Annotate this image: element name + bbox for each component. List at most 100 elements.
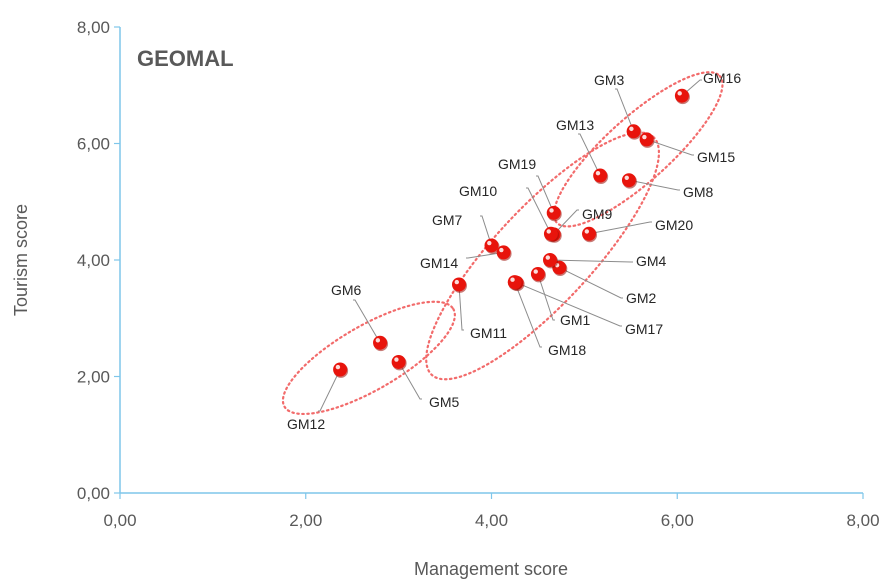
point-label: GM1	[560, 312, 591, 328]
data-point	[593, 168, 609, 184]
chart-title: GEOMAL	[137, 46, 234, 71]
leader-line	[537, 273, 555, 321]
point-label: GM10	[459, 183, 497, 199]
point-labels: GM1 GM2 GM3 GM4 GM5 GM6 GM7 GM8 GM9 GM10 GM11 GM12 G…	[287, 70, 741, 432]
point-marker	[626, 124, 641, 139]
point-highlight	[595, 170, 601, 176]
leader-line	[588, 221, 652, 235]
leader-line	[578, 133, 601, 176]
point-highlight	[545, 255, 551, 260]
data-point	[507, 275, 523, 291]
data-point	[373, 335, 389, 352]
leader-line	[458, 284, 464, 331]
point-marker	[333, 362, 348, 377]
x-tick-label: 2,00	[289, 511, 322, 530]
point-marker	[373, 335, 388, 350]
leader-line	[628, 179, 680, 191]
leader-line	[318, 369, 341, 412]
point-marker	[391, 354, 406, 369]
data-point	[639, 132, 655, 148]
leader-line	[615, 88, 635, 132]
data-point	[621, 173, 637, 189]
data-point	[546, 205, 562, 222]
point-marker	[582, 226, 597, 241]
axes	[114, 26, 864, 499]
x-tick-label: 6,00	[661, 511, 694, 530]
y-axis-title: Tourism score	[11, 204, 31, 316]
point-marker	[674, 88, 689, 103]
point-label: GM2	[626, 290, 657, 306]
point-label: GM4	[636, 253, 667, 269]
point-label: GM16	[703, 70, 741, 86]
cluster-ellipse	[552, 71, 724, 228]
data-point	[451, 277, 467, 293]
point-marker	[593, 168, 608, 183]
point-marker	[621, 173, 636, 188]
point-marker	[546, 205, 561, 220]
point-marker	[496, 245, 511, 260]
point-highlight	[533, 269, 538, 274]
leader-lines	[318, 79, 702, 412]
point-label: GM5	[429, 394, 460, 410]
leader-line	[526, 187, 552, 235]
leader-line	[681, 79, 702, 97]
data-point	[626, 124, 642, 140]
point-highlight	[549, 208, 554, 213]
leader-line	[466, 251, 504, 259]
point-label: GM17	[625, 321, 663, 337]
point-marker	[530, 266, 545, 281]
point-label: GM19	[498, 156, 536, 172]
leader-line	[480, 215, 492, 246]
data-point	[543, 253, 559, 269]
y-tick-label: 0,00	[77, 484, 110, 503]
leader-line	[559, 267, 623, 299]
data-point	[333, 362, 349, 378]
point-marker	[507, 275, 522, 290]
point-label: GM8	[683, 184, 714, 200]
point-highlight	[624, 175, 629, 180]
point-highlight	[510, 277, 515, 282]
point-label: GM3	[594, 72, 625, 88]
leader-line	[549, 259, 633, 263]
x-tick-label: 8,00	[846, 511, 879, 530]
point-highlight	[375, 338, 381, 343]
leader-line	[646, 138, 694, 156]
leader-line	[514, 281, 542, 348]
point-label: GM11	[470, 325, 507, 341]
data-point	[496, 245, 512, 261]
point-label: GM13	[556, 117, 594, 133]
point-highlight	[629, 126, 634, 132]
point-highlight	[677, 91, 682, 96]
data-point	[674, 88, 690, 105]
tick-labels: 0,00 0,00 2,00 2,00 4,00 4,00 6,00 6,00 8,00 8,00	[77, 18, 880, 530]
point-highlight	[584, 229, 590, 234]
data-point	[484, 238, 500, 254]
point-highlight	[335, 364, 341, 370]
point-marker	[639, 132, 654, 147]
point-label: GM14	[420, 255, 458, 271]
point-marker	[484, 238, 499, 253]
cluster-ellipse	[281, 300, 456, 416]
leader-line	[398, 361, 422, 400]
point-highlight	[487, 240, 492, 246]
point-label: GM6	[331, 282, 362, 298]
x-axis-title: Management score	[414, 559, 568, 579]
point-marker	[451, 277, 466, 292]
point-highlight	[454, 279, 459, 285]
y-tick-label: 6,00	[77, 135, 110, 154]
point-label: GM15	[697, 149, 735, 165]
point-label: GM7	[432, 212, 463, 228]
data-point	[543, 226, 559, 243]
data-point	[530, 266, 546, 283]
point-marker	[543, 253, 558, 267]
point-label: GM18	[548, 342, 586, 358]
leader-line	[516, 282, 622, 327]
point-highlight	[394, 357, 399, 362]
point-label: GM20	[655, 217, 693, 233]
y-tick-label: 4,00	[77, 251, 110, 270]
point-highlight	[546, 229, 551, 234]
leader-line	[553, 209, 579, 235]
data-points	[333, 88, 690, 378]
y-tick-label: 8,00	[77, 18, 110, 37]
